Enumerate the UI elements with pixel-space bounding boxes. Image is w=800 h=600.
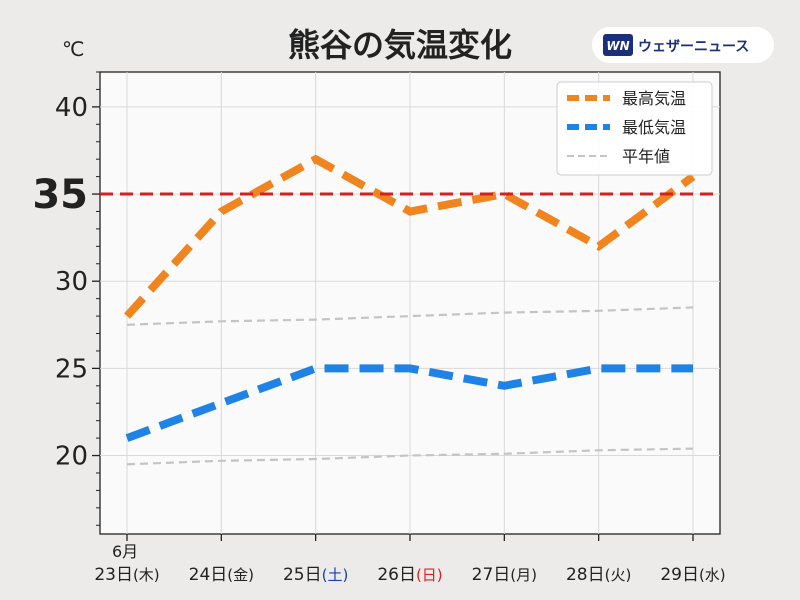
logo-text: ウェザーニュース [638, 39, 749, 55]
normal-max-line [126, 306, 694, 326]
x-tick-label: 27日(月) [472, 565, 537, 585]
x-tick-label: 24日(金) [189, 565, 254, 585]
max-temp-line [124, 154, 696, 319]
x-axis-month-label: 6月 [112, 542, 138, 561]
y-tick-label: 30 [55, 267, 88, 297]
chart-title: 熊谷の気温変化 [288, 26, 512, 64]
x-tick-label: 25日(土) [283, 565, 348, 585]
legend-box [556, 81, 713, 176]
y-axis-unit: ℃ [62, 37, 84, 61]
y-tick-label: 20 [55, 442, 88, 472]
x-tick-label: 28日(火) [566, 565, 631, 585]
x-tick-label: 23日(木) [94, 565, 159, 585]
y-axis-minor-ticks [96, 71, 100, 526]
x-axis-ticks: 23日(木) 24日(金) 25日(土) 26日(日) 27日(月) 28日(火) 29日(… [94, 534, 726, 585]
min-temp-line [125, 364, 693, 442]
y-tick-label: 25 [55, 354, 88, 384]
logo-background [592, 27, 774, 63]
legend-label-normal: 平年値 [622, 147, 670, 166]
weathernews-logo: WN ウェザーニュース [592, 27, 774, 63]
y-tick-label: 35 [32, 172, 88, 218]
y-tick-label: 40 [55, 93, 88, 123]
legend-label-max: 最高気温 [622, 89, 686, 108]
x-tick-label: 29日(水) [660, 565, 725, 585]
legend: 最高気温 最低気温 平年値 [556, 81, 713, 176]
normal-min-line [126, 447, 694, 466]
x-tick-label: 26日(日) [377, 565, 442, 585]
series-lines [124, 154, 696, 466]
logo-mark-text: WN [606, 39, 629, 53]
y-axis-ticks: 20 25 30 35 40 [32, 93, 100, 472]
logo-mark-icon [603, 34, 633, 56]
legend-label-min: 最低気温 [622, 118, 686, 137]
